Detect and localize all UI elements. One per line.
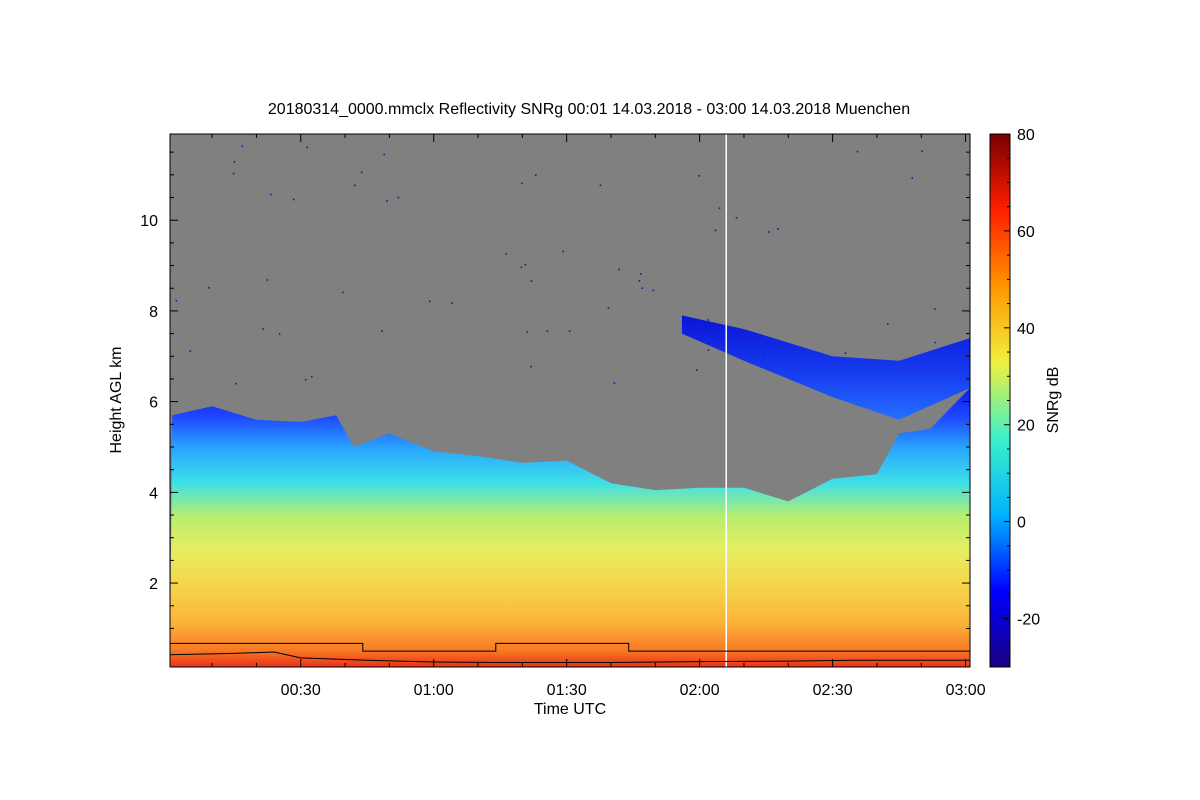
- chart-title: 20180314_0000.mmclx Reflectivity SNRg 00…: [268, 101, 910, 118]
- speckle: [360, 171, 363, 174]
- speckle: [568, 330, 571, 332]
- x-tick-label: 01:00: [414, 682, 454, 699]
- plot-frame: [169, 133, 971, 668]
- speckle: [278, 333, 281, 335]
- speckle: [562, 250, 564, 253]
- x-axis-label: Time UTC: [534, 701, 606, 718]
- speckle: [641, 287, 644, 289]
- speckle: [652, 289, 654, 292]
- noise-speckles: [175, 145, 937, 385]
- speckle: [535, 174, 537, 176]
- colorbar-tick-label: -20: [1017, 612, 1040, 629]
- colorbar-tick-label: 20: [1017, 418, 1035, 435]
- colorbar-tick-label: 0: [1017, 515, 1026, 532]
- speckle: [934, 308, 936, 310]
- y-tick-label: 10: [140, 213, 158, 230]
- y-axis: 2 4 6 8 10: [140, 151, 970, 629]
- speckle: [232, 172, 235, 175]
- x-tick-label: 02:00: [680, 682, 720, 699]
- speckle: [613, 382, 616, 384]
- base-line: [170, 651, 970, 663]
- speckle: [342, 291, 344, 294]
- y-axis-label: Height AGL km: [108, 346, 125, 453]
- colorbar-tick-label: 80: [1017, 127, 1035, 144]
- speckle: [233, 161, 236, 163]
- speckle: [505, 253, 507, 255]
- x-tick-label: 03:00: [946, 682, 986, 699]
- colorbar-tick-label: 60: [1017, 224, 1035, 241]
- speckle: [262, 328, 264, 330]
- speckle: [530, 365, 532, 368]
- speckle: [386, 200, 388, 202]
- speckle: [520, 266, 523, 269]
- y-tick-label: 4: [149, 485, 158, 502]
- speckle: [546, 330, 549, 332]
- speckle: [353, 184, 356, 187]
- speckle: [934, 341, 937, 344]
- colorbar-label: SNRg dB: [1045, 367, 1062, 434]
- colorbar-ticks: 80 60 40 20 0 -20: [1004, 127, 1040, 644]
- speckle: [241, 145, 244, 147]
- speckle: [451, 302, 453, 304]
- speckle: [911, 177, 914, 179]
- x-axis: 00:30 01:00 01:30 02:00 02:30 03:00: [211, 134, 986, 699]
- speckle: [856, 150, 859, 153]
- speckle: [397, 196, 400, 199]
- speckle: [292, 198, 295, 201]
- speckle: [189, 350, 192, 352]
- speckle: [208, 287, 210, 289]
- plot-area: [170, 134, 970, 667]
- speckle: [306, 146, 308, 149]
- speckle: [270, 193, 272, 196]
- colorbar-tick-label: 40: [1017, 321, 1035, 338]
- speckle: [304, 378, 307, 381]
- speckle: [530, 280, 533, 282]
- speckle: [714, 229, 717, 232]
- speckle: [921, 150, 923, 152]
- speckle: [777, 228, 779, 230]
- speckle: [599, 184, 602, 187]
- speckle: [428, 300, 431, 303]
- main-echo-field: [170, 388, 970, 667]
- y-tick-label: 6: [149, 395, 158, 412]
- speckle: [718, 207, 721, 209]
- speckle: [383, 153, 385, 156]
- speckle: [618, 268, 620, 271]
- speckle: [607, 307, 610, 309]
- x-tick-label: 00:30: [281, 682, 321, 699]
- y-tick-label: 2: [149, 576, 158, 593]
- speckle: [735, 217, 738, 219]
- speckle: [521, 182, 523, 185]
- speckle: [707, 349, 710, 351]
- upper-echo-field: [681, 315, 970, 420]
- speckle: [526, 331, 529, 333]
- speckle: [638, 280, 641, 282]
- step-line: [170, 642, 970, 652]
- speckle: [844, 352, 847, 354]
- speckle: [381, 330, 383, 332]
- speckle: [764, 355, 766, 358]
- speckle: [698, 175, 700, 177]
- speckle: [707, 319, 710, 321]
- speckle: [767, 231, 770, 233]
- speckle: [524, 264, 527, 266]
- speckle: [311, 375, 313, 378]
- speckle: [235, 382, 237, 385]
- speckle: [175, 299, 178, 302]
- speckle: [887, 323, 889, 325]
- speckle: [266, 279, 269, 281]
- x-tick-label: 02:30: [813, 682, 853, 699]
- speckle: [640, 273, 642, 275]
- speckle: [696, 369, 698, 371]
- x-tick-label: 01:30: [547, 682, 587, 699]
- y-tick-label: 8: [149, 304, 158, 321]
